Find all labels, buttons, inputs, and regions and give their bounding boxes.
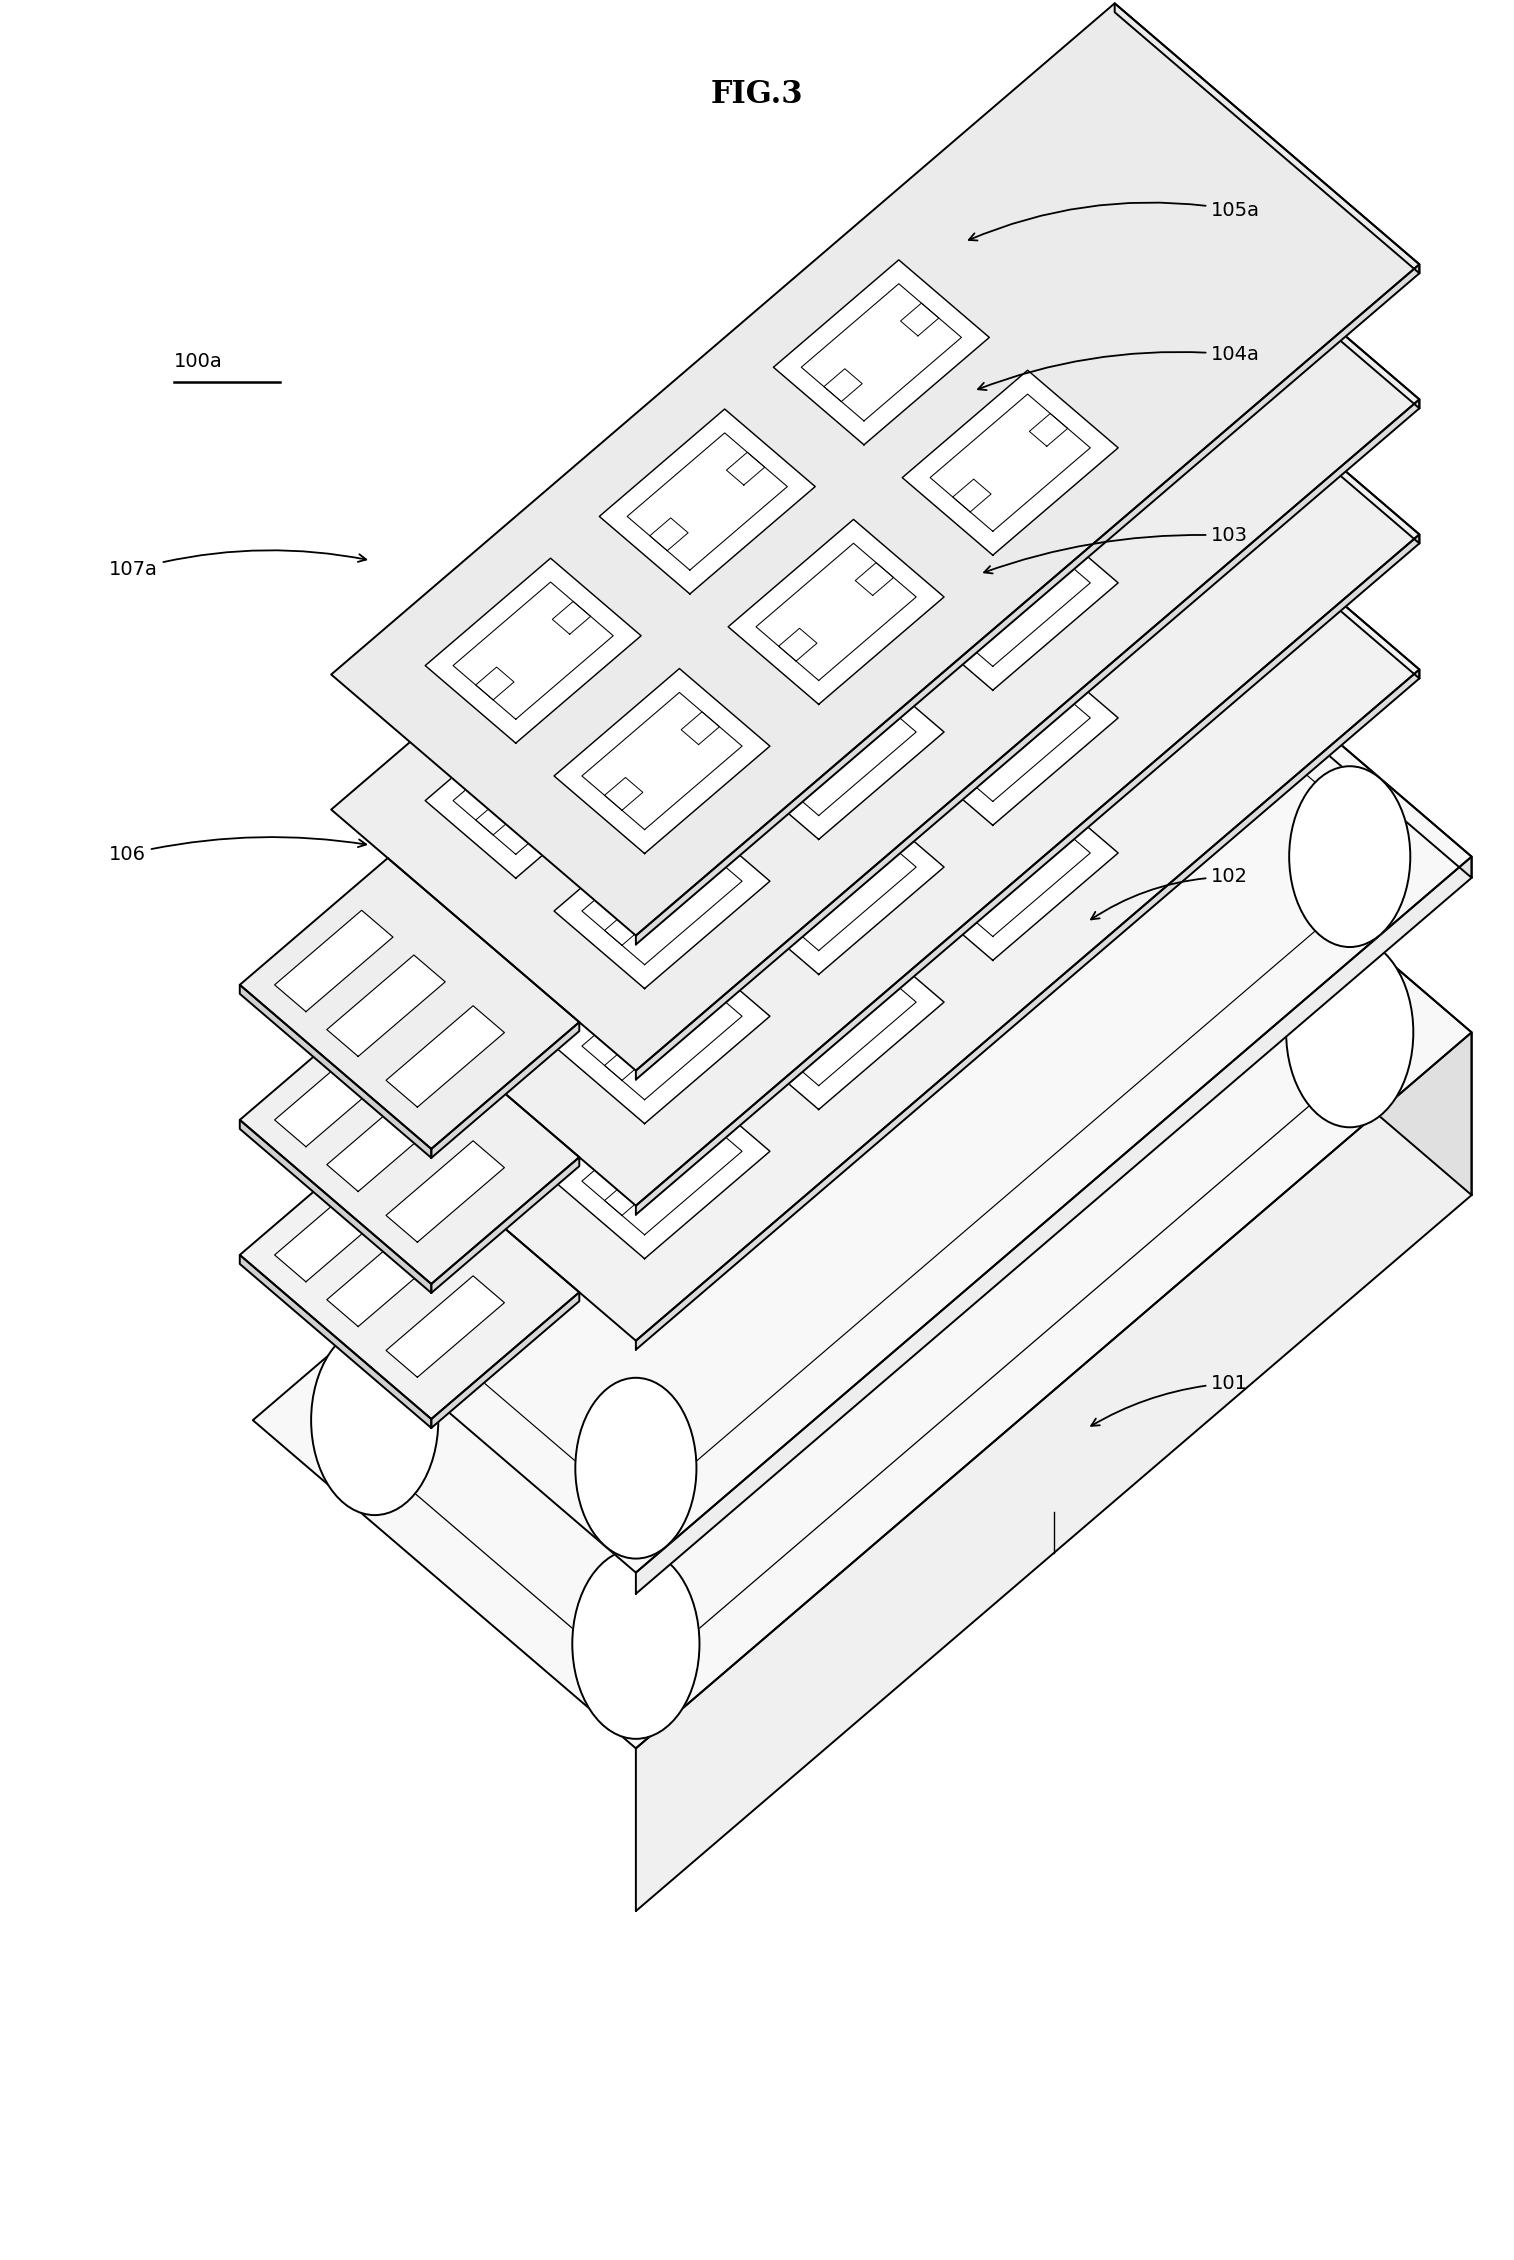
Text: FIG.3: FIG.3 (710, 79, 804, 111)
Circle shape (310, 1324, 438, 1514)
Polygon shape (1089, 529, 1472, 877)
Polygon shape (774, 664, 989, 850)
Circle shape (1290, 766, 1411, 947)
Circle shape (575, 1379, 696, 1559)
Polygon shape (636, 400, 1419, 1080)
Polygon shape (774, 396, 989, 581)
Polygon shape (636, 1033, 1472, 1912)
Polygon shape (600, 545, 815, 730)
Polygon shape (728, 520, 945, 705)
Polygon shape (1114, 138, 1419, 409)
Polygon shape (239, 992, 580, 1284)
Circle shape (1028, 542, 1149, 723)
Polygon shape (774, 531, 989, 714)
Polygon shape (728, 789, 945, 974)
Polygon shape (636, 669, 1419, 1349)
Polygon shape (728, 655, 945, 838)
Polygon shape (274, 911, 394, 1012)
Text: 104a: 104a (978, 346, 1260, 391)
Polygon shape (425, 963, 640, 1148)
Polygon shape (636, 857, 1472, 1593)
Polygon shape (600, 814, 815, 999)
Text: 107a: 107a (109, 549, 366, 579)
Polygon shape (386, 1006, 504, 1107)
Polygon shape (332, 138, 1419, 1071)
Polygon shape (636, 533, 1419, 1214)
Polygon shape (239, 985, 431, 1157)
Circle shape (1025, 714, 1152, 904)
Polygon shape (274, 1180, 394, 1281)
Polygon shape (239, 1254, 431, 1428)
Polygon shape (902, 371, 1119, 556)
Polygon shape (554, 669, 771, 854)
Polygon shape (902, 640, 1119, 825)
Polygon shape (332, 2, 1419, 936)
Polygon shape (253, 705, 1472, 1749)
Text: 101: 101 (1092, 1374, 1248, 1426)
Polygon shape (774, 260, 989, 445)
Polygon shape (636, 264, 1419, 945)
Polygon shape (253, 529, 1472, 1573)
Polygon shape (600, 409, 815, 594)
Polygon shape (600, 678, 815, 863)
Circle shape (1287, 938, 1414, 1128)
Polygon shape (902, 506, 1119, 689)
Text: 102: 102 (1092, 868, 1248, 920)
Polygon shape (431, 1157, 580, 1293)
Polygon shape (327, 1225, 445, 1327)
Polygon shape (327, 956, 445, 1055)
Polygon shape (1114, 409, 1419, 678)
Polygon shape (554, 938, 771, 1123)
Circle shape (313, 1155, 435, 1336)
Polygon shape (1089, 705, 1472, 1196)
Polygon shape (327, 1089, 445, 1191)
Polygon shape (554, 1074, 771, 1259)
Polygon shape (425, 558, 640, 744)
Polygon shape (274, 1046, 394, 1146)
Polygon shape (332, 273, 1419, 1205)
Polygon shape (1114, 273, 1419, 542)
Polygon shape (386, 1141, 504, 1243)
Circle shape (572, 1548, 699, 1738)
Polygon shape (239, 1128, 580, 1419)
Polygon shape (425, 694, 640, 879)
Polygon shape (431, 1022, 580, 1157)
Polygon shape (431, 1293, 580, 1428)
Text: 105a: 105a (969, 201, 1260, 240)
Polygon shape (239, 859, 580, 1148)
Text: 100a: 100a (174, 353, 223, 371)
Polygon shape (386, 1277, 504, 1376)
Text: 103: 103 (984, 527, 1248, 574)
Polygon shape (728, 924, 945, 1110)
Polygon shape (1114, 2, 1419, 273)
Polygon shape (902, 775, 1119, 960)
Polygon shape (239, 1121, 431, 1293)
Polygon shape (554, 805, 771, 988)
Polygon shape (332, 409, 1419, 1340)
Polygon shape (425, 829, 640, 1012)
Text: 106: 106 (109, 836, 366, 863)
